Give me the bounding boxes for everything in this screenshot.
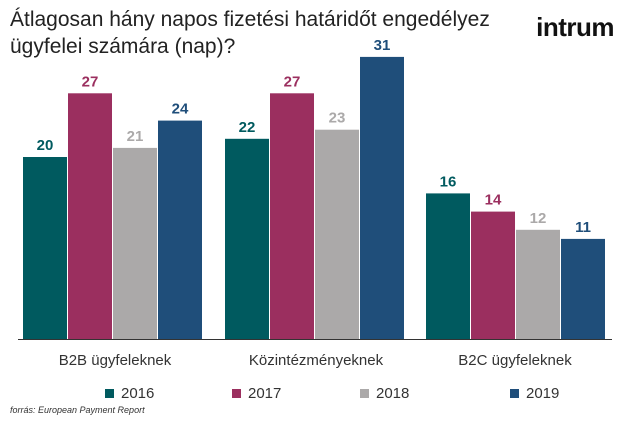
legend-swatch-2016 — [105, 389, 114, 398]
legend-swatch-2018 — [360, 389, 369, 398]
data-label-2017-1: 27 — [284, 73, 301, 90]
category-label-0: B2B ügyfeleknek — [59, 352, 172, 369]
data-label-2017-0: 27 — [82, 73, 99, 90]
data-label-2019-1: 31 — [374, 37, 391, 54]
bar-2017-0 — [68, 93, 112, 339]
data-label-2018-0: 21 — [127, 128, 144, 145]
legend-label-2019: 2019 — [526, 385, 560, 402]
data-label-2016-2: 16 — [440, 173, 457, 190]
data-label-2017-2: 14 — [485, 192, 502, 209]
category-label-1: Közintézményeknek — [249, 352, 384, 369]
bar-2018-0 — [113, 147, 157, 339]
legend-item-2018: 2018 — [360, 385, 409, 402]
legend-label-2016: 2016 — [121, 385, 155, 402]
data-label-2019-0: 24 — [172, 101, 189, 118]
source-note: forrás: European Payment Report — [10, 405, 145, 415]
bar-2016-2 — [426, 193, 470, 339]
data-label-2018-2: 12 — [530, 210, 547, 227]
legend: 2016 2017 2018 2019 — [0, 385, 640, 405]
legend-swatch-2019 — [510, 389, 519, 398]
intrum-logo: intrum — [536, 12, 614, 42]
category-label-2: B2C ügyfeleknek — [458, 352, 572, 369]
bar-2019-0 — [158, 120, 202, 339]
bar-2017-1 — [270, 93, 314, 339]
legend-item-2016: 2016 — [105, 385, 154, 402]
legend-item-2019: 2019 — [510, 385, 559, 402]
bar-chart: 20 22 16 27 27 14 21 23 12 24 31 11 B2B ügyfeleknek K… — [18, 37, 612, 369]
data-label-2019-2: 11 — [575, 219, 591, 236]
legend-swatch-2017 — [232, 389, 241, 398]
legend-label-2017: 2017 — [248, 385, 282, 402]
bar-2016-1 — [225, 138, 269, 339]
chart-title: Átlagosan hány napos fizetési határidőt … — [10, 8, 490, 58]
legend-label-2018: 2018 — [376, 385, 410, 402]
legend-item-2017: 2017 — [232, 385, 281, 402]
data-label-2016-1: 22 — [239, 119, 256, 136]
bar-2019-1 — [360, 56, 404, 340]
bar-2016-0 — [23, 157, 67, 339]
bar-2019-2 — [561, 238, 605, 339]
data-label-2016-0: 20 — [37, 137, 54, 154]
bar-2017-2 — [471, 211, 515, 339]
data-label-2018-1: 23 — [329, 110, 346, 127]
bar-2018-1 — [315, 129, 359, 339]
bar-2018-2 — [516, 229, 560, 339]
